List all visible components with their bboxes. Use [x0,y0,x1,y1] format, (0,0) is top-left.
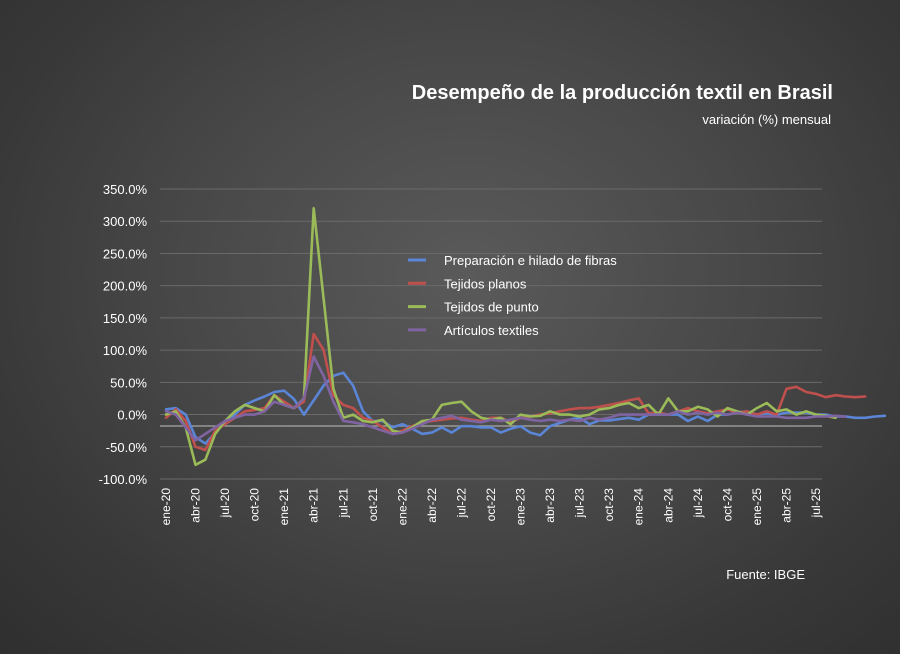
x-tick-label: oct-24 [720,488,734,522]
series-layer [164,207,887,467]
y-tick-label: 300.0% [103,214,148,229]
x-tick-label: abr-22 [425,488,439,523]
x-tick-label: abr-25 [779,488,793,523]
series-line-2 [164,332,867,452]
legend-label: Artículos textiles [444,323,539,338]
axes-layer: 350.0% 300.0% 250.0% 200.0% 150.0% 100.0% 50.0… [99,182,823,525]
y-tick-label: 100.0% [103,343,148,358]
series-line-1 [164,371,887,445]
y-tick-label: -100.0% [99,472,148,487]
y-tick-label: 200.0% [103,279,148,294]
x-tick-label: jul-24 [691,488,705,519]
chart-title: Desempeño de la producción textil en Bra… [411,82,833,104]
x-tick-label: abr-24 [661,488,675,523]
legend-label: Tejidos planos [444,276,527,291]
y-tick-label: 250.0% [103,246,148,261]
x-tick-label: oct-21 [366,488,380,522]
y-tick-label: -50.0% [106,440,148,455]
legend: Preparación e hilado de fibras Tejidos pl… [408,253,617,338]
x-tick-label: jul-20 [218,488,232,519]
chart-subtitle: variación (%) mensual [702,112,831,127]
series-line-3 [164,207,838,467]
x-tick-label: ene-23 [514,488,528,526]
x-tick-label: abr-21 [307,488,321,523]
x-tick-label: ene-20 [159,488,173,526]
chart-source: Fuente: IBGE [726,567,805,582]
x-tick-label: abr-20 [189,488,203,523]
x-tick-label: jul-22 [454,488,468,519]
y-tick-label: 0.0% [117,408,147,423]
legend-label: Tejidos de punto [444,300,539,315]
y-tick-label: 50.0% [110,375,147,390]
x-tick-label: jul-21 [336,488,350,519]
x-tick-label: ene-22 [395,488,409,526]
legend-label: Preparación e hilado de fibras [444,253,617,268]
x-tick-label: oct-20 [248,488,262,522]
x-tick-label: ene-21 [277,488,291,526]
x-tick-label: jul-23 [573,488,587,519]
x-tick-label: ene-24 [632,488,646,526]
x-tick-label: jul-25 [809,488,823,519]
series-line-4 [164,355,847,442]
y-tick-label: 350.0% [103,182,148,197]
x-tick-label: abr-23 [543,488,557,523]
y-tick-label: 150.0% [103,311,148,326]
x-tick-label: oct-23 [602,488,616,522]
x-tick-label: oct-22 [484,488,498,522]
x-tick-label: ene-25 [750,488,764,526]
